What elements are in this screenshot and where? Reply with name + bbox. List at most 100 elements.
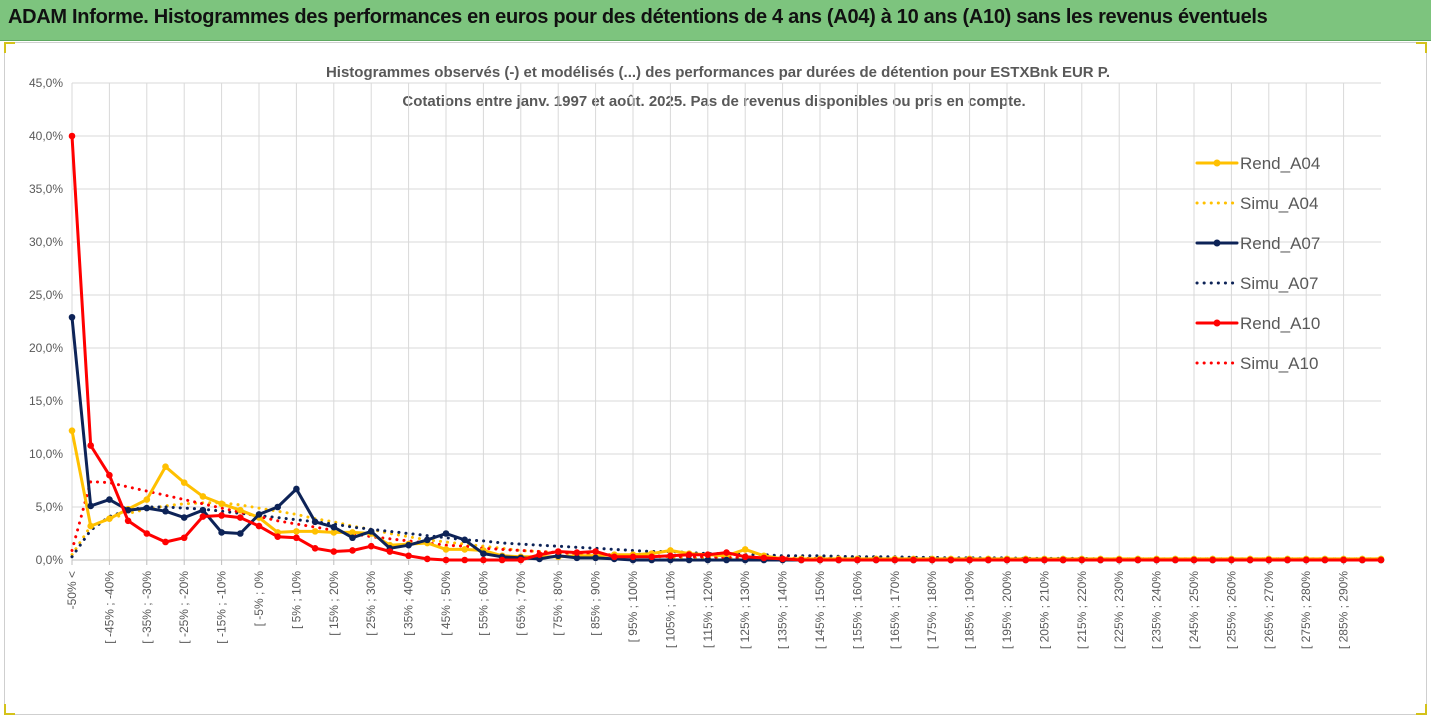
data-point: [311, 545, 319, 552]
data-point: [124, 517, 132, 525]
legend-entry-simu-a10: Simu_A10: [1195, 354, 1318, 373]
data-point: [143, 496, 151, 503]
data-point: [611, 553, 618, 561]
x-tick-label: [ 225% ; 230%: [1112, 571, 1126, 649]
x-tick-label: [ 105% ; 110%: [663, 571, 677, 648]
x-tick-label: [ 235% ; 240%: [1150, 571, 1164, 649]
data-point: [330, 523, 338, 531]
data-point: [180, 479, 188, 486]
data-point: [723, 549, 730, 556]
data-point: [180, 514, 188, 521]
data-point: [68, 132, 76, 140]
data-point: [629, 553, 637, 561]
data-point: [255, 522, 263, 530]
data-point: [106, 471, 113, 479]
corner-mark: [4, 704, 15, 715]
y-axis: 0,0% 5,0% 10,0% 15,0% 20,0% 25,0% 30,0% 35,0% 40…: [29, 76, 63, 567]
data-point: [704, 556, 712, 564]
y-tick-label: 5,0%: [36, 500, 64, 514]
data-point: [386, 548, 394, 555]
data-point: [854, 556, 861, 564]
data-point: [218, 500, 225, 508]
x-tick-label: [ 15% ; 20%: [327, 571, 341, 636]
data-point: [480, 550, 487, 557]
data-point: [1097, 556, 1104, 564]
data-point: [573, 549, 581, 556]
data-point: [592, 548, 599, 555]
series-rend-a04: [68, 427, 1385, 563]
data-point: [180, 534, 188, 542]
x-tick-label: [ 245% ; 250%: [1187, 571, 1201, 649]
data-point: [835, 556, 842, 564]
data-point: [685, 556, 693, 564]
legend-label: Rend_A04: [1240, 154, 1320, 173]
series-line: [70, 480, 1383, 561]
series-simu-a10: [70, 480, 1383, 561]
data-point: [667, 547, 674, 554]
data-point: [442, 546, 450, 553]
legend-label: Simu_A04: [1240, 194, 1318, 213]
data-point: [237, 506, 244, 514]
x-tick-label: [ 155% ; 160%: [850, 571, 864, 649]
data-point: [1153, 556, 1160, 564]
series-rend-a10: [68, 132, 1385, 564]
data-point: [1359, 556, 1366, 564]
data-point: [87, 502, 94, 510]
data-point: [1321, 556, 1329, 564]
data-point: [1041, 556, 1048, 564]
y-tick-label: 20,0%: [29, 341, 63, 355]
data-point: [1134, 556, 1142, 564]
x-tick-label: [ 35% ; 40%: [402, 571, 416, 636]
data-point: [124, 506, 132, 514]
data-point: [68, 427, 76, 434]
x-tick-label: [ 165% ; 170%: [888, 571, 902, 649]
data-point: [461, 536, 469, 544]
data-point: [798, 556, 805, 564]
data-point: [1209, 556, 1216, 564]
data-point: [143, 530, 151, 537]
x-tick-label: [ -5% ; 0%: [252, 571, 266, 627]
data-point: [779, 555, 786, 563]
data-point: [667, 552, 674, 560]
data-point: [293, 534, 300, 542]
data-point: [311, 528, 319, 535]
legend-entry-rend-a10: Rend_A10: [1195, 314, 1320, 333]
data-point: [293, 485, 300, 493]
data-point: [461, 556, 469, 564]
data-point: [237, 514, 244, 521]
data-point: [162, 538, 169, 546]
data-point: [218, 512, 225, 519]
corner-mark: [1416, 42, 1427, 53]
data-point: [816, 556, 824, 564]
data-point: [891, 556, 899, 564]
y-tick-label: 45,0%: [29, 76, 63, 90]
data-point: [199, 493, 207, 500]
x-tick-label: [ 255% ; 260%: [1224, 571, 1238, 649]
x-tick-label: [ 135% ; 140%: [776, 571, 790, 649]
data-point: [554, 548, 562, 555]
data-point: [106, 515, 113, 522]
x-tick-label: [ 95% ; 100%: [626, 571, 640, 643]
data-point: [424, 555, 431, 563]
legend-entry-rend-a04: Rend_A04: [1195, 154, 1320, 173]
x-tick-label: [ 5% ; 10%: [289, 571, 303, 629]
data-point: [1172, 556, 1179, 564]
data-point: [87, 442, 94, 449]
data-point: [1246, 556, 1254, 564]
chart-frame: [4, 42, 1427, 715]
data-point: [985, 556, 992, 564]
x-tick-label: [ 185% ; 190%: [963, 571, 977, 649]
x-tick-label: [ 145% ; 150%: [813, 571, 827, 649]
legend-entry-simu-a07: Simu_A07: [1195, 274, 1318, 293]
x-tick-label: [ 65% ; 70%: [514, 571, 528, 636]
data-point: [237, 530, 244, 537]
data-point: [741, 553, 749, 561]
data-point: [1265, 556, 1273, 564]
data-point: [293, 528, 300, 535]
x-tick-label: [ -35% ; -30%: [140, 571, 154, 644]
legend-label: Simu_A07: [1240, 274, 1318, 293]
data-point: [1115, 556, 1123, 564]
x-tick-label: [ -45% ; -40%: [102, 571, 116, 644]
data-point: [68, 313, 76, 321]
legend-label: Rend_A10: [1240, 314, 1320, 333]
